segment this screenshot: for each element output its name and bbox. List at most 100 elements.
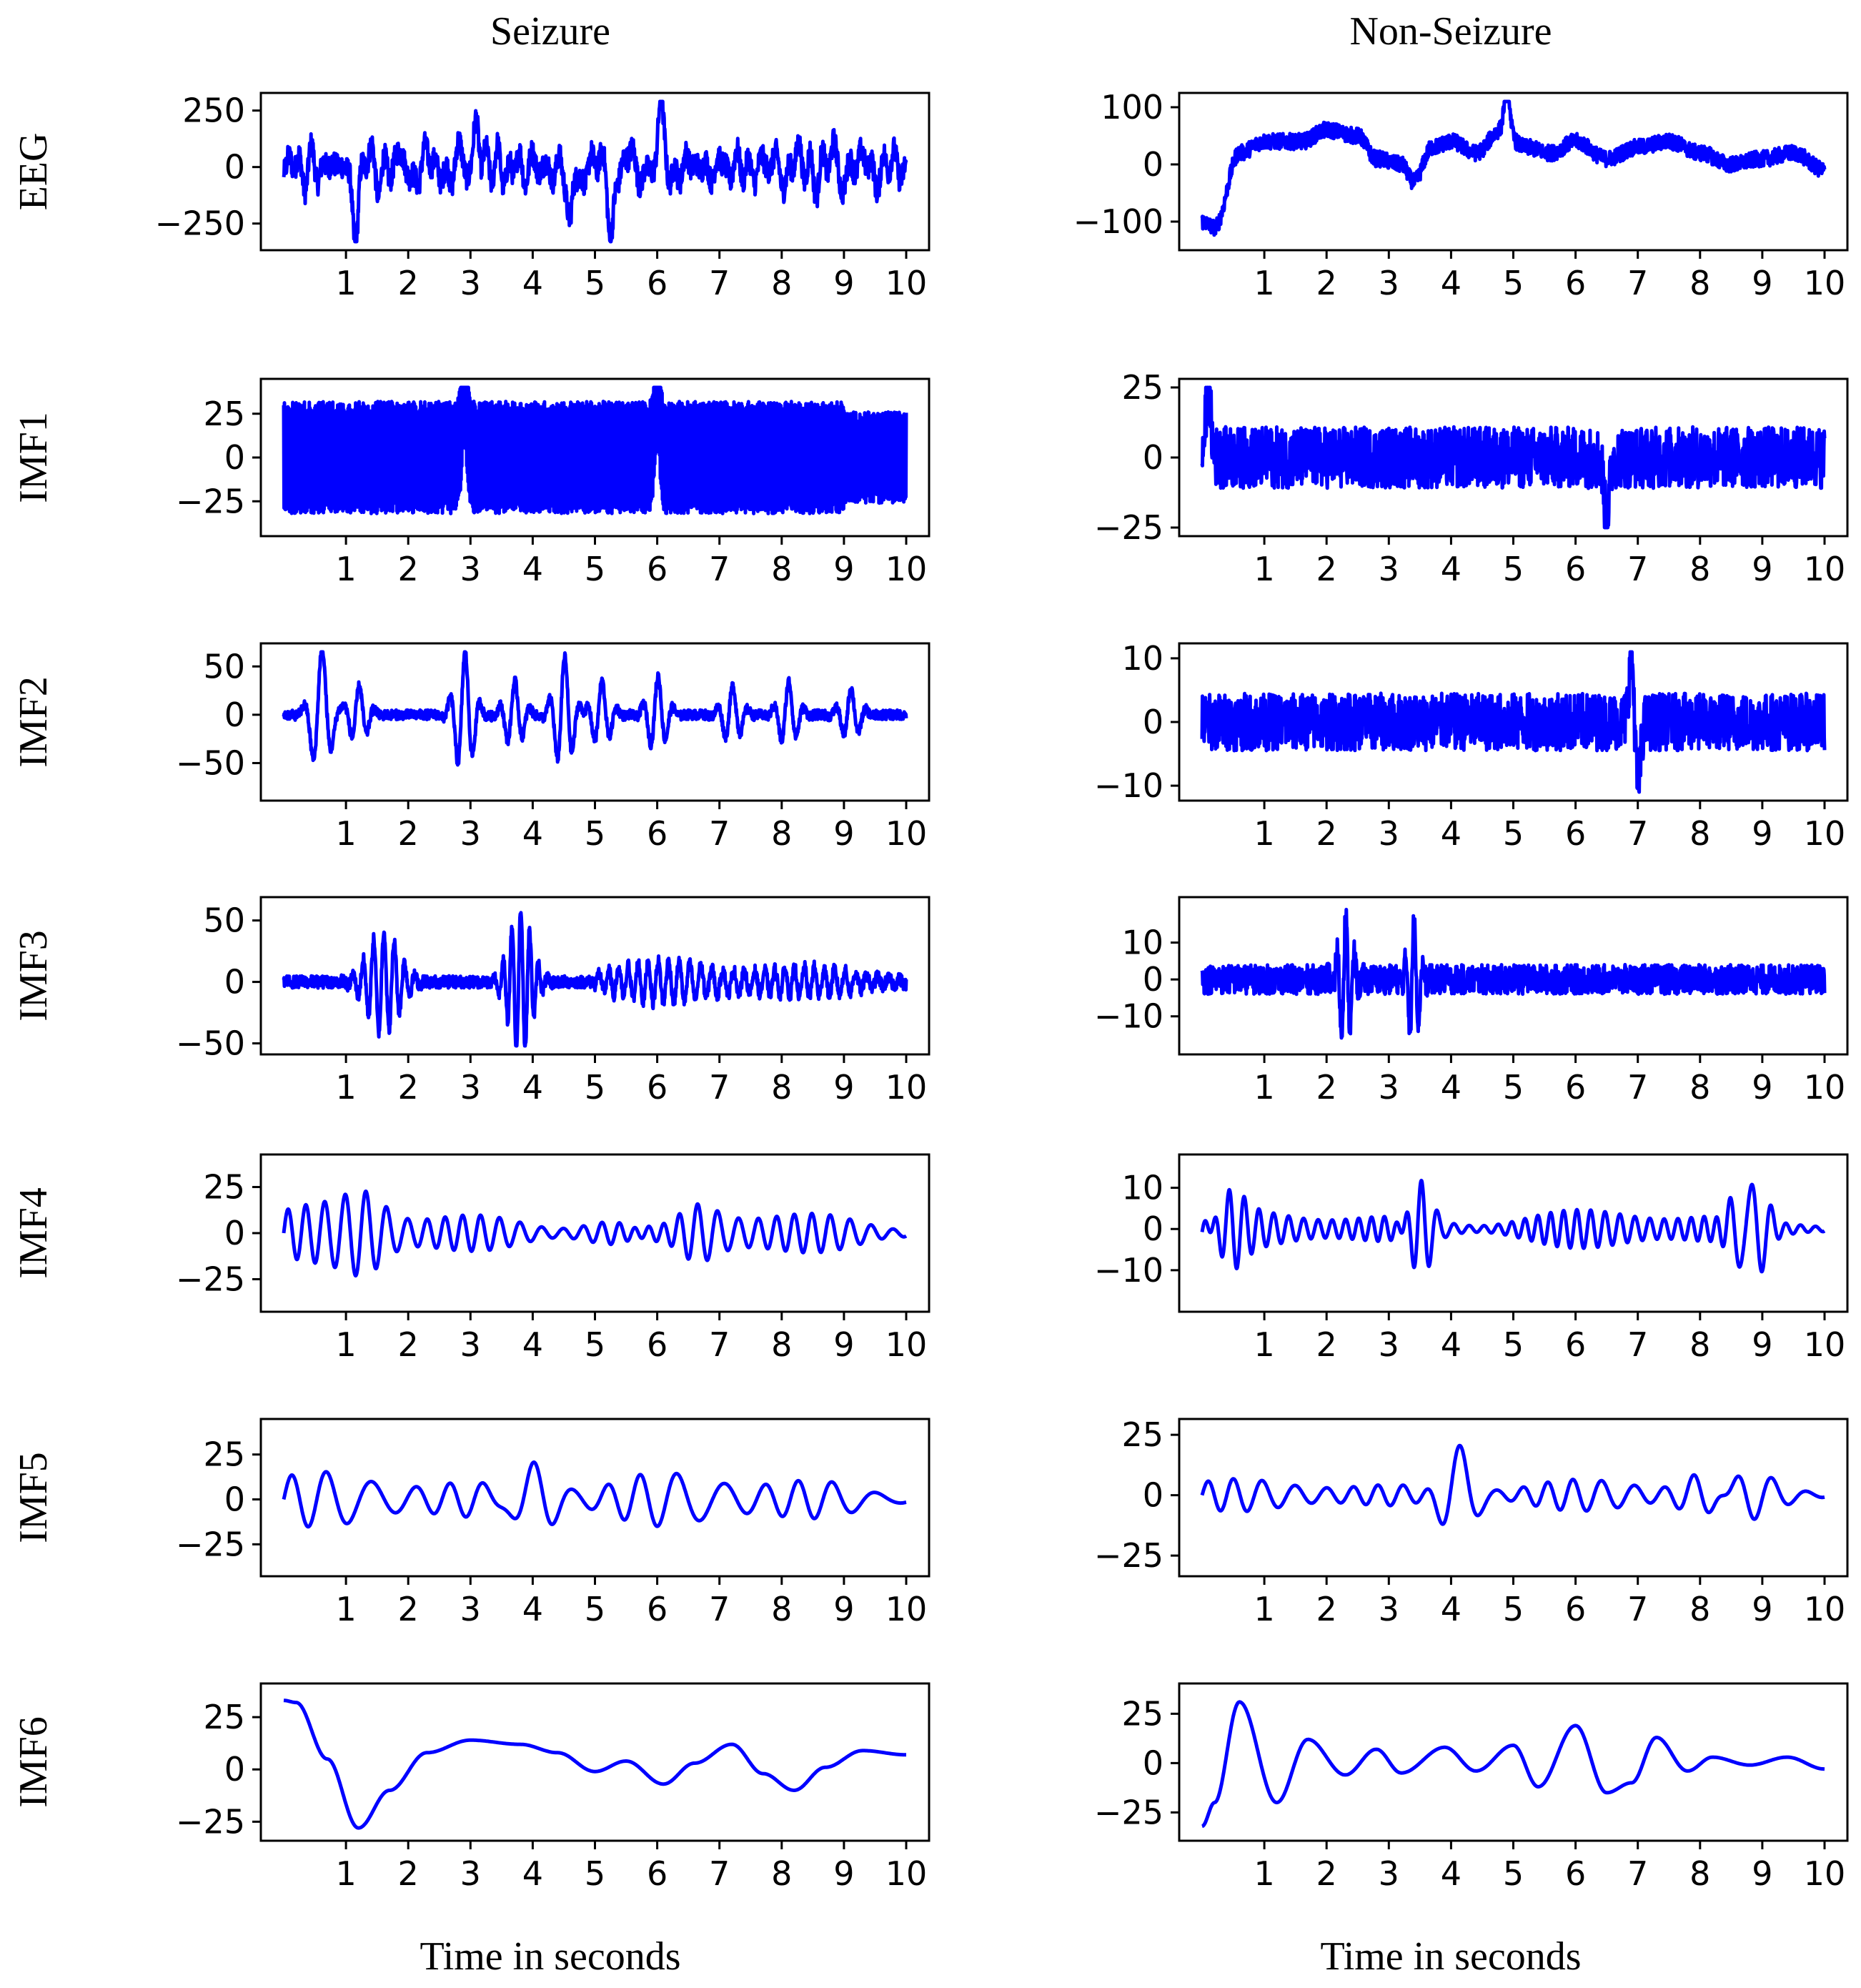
y-tick-label: 50 <box>203 647 245 686</box>
x-tick-label: 1 <box>335 264 356 302</box>
y-tick-label: −10 <box>1094 766 1163 805</box>
x-tick-label: 4 <box>522 814 543 853</box>
x-tick-label: 10 <box>1804 1068 1846 1107</box>
x-tick-label: 10 <box>885 814 928 853</box>
x-tick-label: 3 <box>460 550 481 588</box>
x-tick-label: 9 <box>833 1325 854 1364</box>
x-tick-label: 3 <box>460 1854 481 1893</box>
x-tick-label: 2 <box>1316 1068 1337 1107</box>
x-tick-label: 5 <box>1503 1854 1524 1893</box>
x-tick-label: 2 <box>1316 550 1337 588</box>
x-tick-label: 3 <box>1379 814 1399 853</box>
x-tick-label: 2 <box>398 1068 419 1107</box>
x-tick-label: 1 <box>335 1068 356 1107</box>
x-tick-label: 7 <box>709 1854 730 1893</box>
x-tick-label: 3 <box>460 1590 481 1628</box>
signal-trace <box>1200 99 1827 237</box>
x-tick-label: 6 <box>1565 264 1586 302</box>
y-tick-label: 0 <box>224 1750 245 1789</box>
x-axis-label-nonseizure: Time in seconds <box>1320 1934 1581 1979</box>
x-tick-label: 3 <box>1379 264 1399 302</box>
x-tick-label: 4 <box>522 1325 543 1364</box>
y-tick-label: −25 <box>176 482 245 520</box>
signal-trace <box>282 1190 908 1278</box>
x-tick-label: 1 <box>1254 1325 1274 1364</box>
x-tick-label: 10 <box>1804 814 1846 853</box>
x-tick-label: 3 <box>1379 550 1399 588</box>
x-tick-label: 4 <box>1441 1590 1461 1628</box>
signal-trace <box>1200 907 1827 1040</box>
signal-trace <box>282 99 908 244</box>
y-tick-label: −250 <box>155 204 245 243</box>
y-tick-label: 0 <box>1143 438 1163 477</box>
x-tick-label: 9 <box>1752 1325 1772 1364</box>
x-tick-label: 9 <box>833 550 854 588</box>
x-tick-label: 2 <box>398 1854 419 1893</box>
x-tick-label: 3 <box>1379 1325 1399 1364</box>
x-tick-label: 7 <box>709 264 730 302</box>
x-tick-label: 7 <box>709 814 730 853</box>
x-tick-label: 4 <box>522 1068 543 1107</box>
x-tick-label: 10 <box>1804 264 1846 302</box>
signal-trace <box>1201 1700 1825 1829</box>
y-tick-label: 0 <box>1143 1210 1163 1248</box>
y-tick-label: 10 <box>1121 639 1163 678</box>
x-tick-label: 10 <box>885 1325 928 1364</box>
x-tick-label: 8 <box>771 264 792 302</box>
panel-seizure-imf2: 1 2 3 4 5 6 7 8 9 10 −50 0 50 <box>176 642 930 853</box>
x-tick-label: 6 <box>1565 1325 1586 1364</box>
x-tick-label: 6 <box>647 1590 668 1628</box>
x-tick-label: 8 <box>1689 1854 1710 1893</box>
panel-nonseizure-eeg: 1 2 3 4 5 6 7 8 9 10 −100 0 100 <box>1073 88 1849 302</box>
x-tick-label: 3 <box>1379 1854 1399 1893</box>
panel-nonseizure-imf2: 1 2 3 4 5 6 7 8 9 10 −10 0 10 <box>1094 639 1849 853</box>
x-tick-label: 9 <box>1752 264 1772 302</box>
x-tick-label: 1 <box>1254 814 1274 853</box>
panel-seizure-eeg: 1 2 3 4 5 6 7 8 9 10 −250 0 250 <box>155 92 930 302</box>
x-tick-label: 4 <box>522 1590 543 1628</box>
x-tick-label: 7 <box>709 1325 730 1364</box>
y-tick-label: 250 <box>182 92 245 130</box>
x-tick-label: 1 <box>335 1854 356 1893</box>
x-tick-label: 8 <box>1689 264 1710 302</box>
x-tick-label: 1 <box>1254 1590 1274 1628</box>
x-tick-label: 5 <box>1503 550 1524 588</box>
y-tick-label: −10 <box>1094 997 1163 1036</box>
y-tick-label: 0 <box>224 1214 245 1252</box>
x-tick-label: 7 <box>1627 1068 1648 1107</box>
x-tick-label: 10 <box>1804 550 1846 588</box>
x-tick-label: 7 <box>1627 1325 1648 1364</box>
y-tick-label: −25 <box>176 1260 245 1298</box>
row-label-eeg: EEG <box>11 133 56 211</box>
x-tick-label: 7 <box>709 550 730 588</box>
signal-trace <box>282 650 908 767</box>
signal-trace <box>282 911 908 1048</box>
y-tick-label: 25 <box>1121 368 1163 407</box>
panel-seizure-imf6: 1 2 3 4 5 6 7 8 9 10 −25 0 25 <box>176 1682 930 1893</box>
x-tick-label: 2 <box>398 1325 419 1364</box>
x-tick-label: 9 <box>1752 1068 1772 1107</box>
y-tick-label: −100 <box>1073 202 1163 241</box>
x-tick-label: 8 <box>1689 550 1710 588</box>
x-tick-label: 9 <box>1752 1590 1772 1628</box>
row-label-imf3: IMF3 <box>11 930 56 1022</box>
y-tick-label: −25 <box>1094 508 1163 547</box>
x-tick-label: 4 <box>1441 1068 1461 1107</box>
x-tick-label: 5 <box>585 550 605 588</box>
x-tick-label: 2 <box>1316 814 1337 853</box>
y-tick-label: 25 <box>203 1698 245 1736</box>
x-tick-label: 6 <box>647 1068 668 1107</box>
x-tick-label: 1 <box>335 1590 356 1628</box>
x-tick-label: 1 <box>335 814 356 853</box>
x-tick-label: 5 <box>585 264 605 302</box>
plot-frame <box>259 1682 930 1842</box>
x-tick-label: 9 <box>833 1854 854 1893</box>
x-tick-label: 6 <box>1565 1068 1586 1107</box>
column-title-nonseizure: Non-Seizure <box>1349 9 1552 54</box>
y-tick-label: 25 <box>1121 1694 1163 1733</box>
x-tick-label: 5 <box>1503 1325 1524 1364</box>
x-tick-label: 2 <box>1316 1854 1337 1893</box>
x-tick-label: 4 <box>1441 814 1461 853</box>
x-tick-label: 3 <box>1379 1590 1399 1628</box>
